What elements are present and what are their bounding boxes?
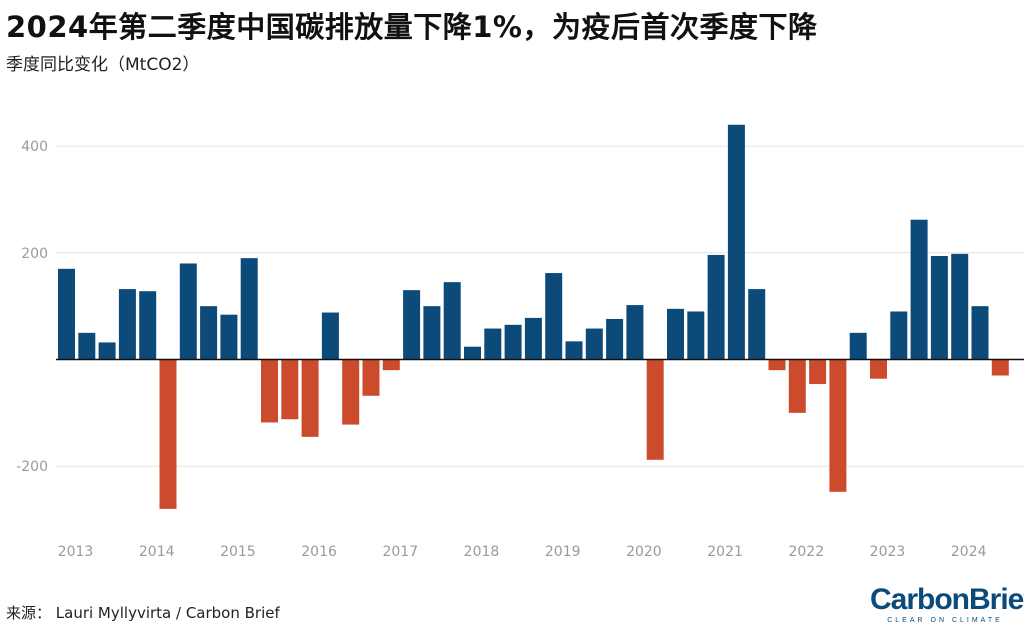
bar: [768, 359, 786, 371]
bar: [464, 346, 481, 360]
bar: [727, 124, 745, 360]
x-tick-label: 2018: [464, 544, 500, 560]
bar: [585, 328, 603, 360]
logo-wordmark: CarbonBrief: [870, 583, 1024, 616]
bar: [423, 306, 441, 360]
bar: [139, 291, 157, 360]
bar: [687, 311, 705, 360]
x-tick-label: 2019: [545, 544, 581, 560]
bars: [58, 124, 1009, 509]
bar: [261, 359, 278, 423]
bar: [281, 359, 299, 420]
bar: [890, 311, 908, 360]
bar: [829, 359, 847, 492]
bar: [870, 359, 887, 379]
bar: [200, 306, 218, 360]
bar: [930, 256, 948, 360]
x-tick-label: 2024: [951, 544, 987, 560]
x-tick-label: 2016: [301, 544, 337, 560]
y-tick-label: -200: [16, 459, 48, 475]
logo-tagline: CLEAR ON CLIMATE: [887, 617, 1003, 624]
bar: [403, 290, 421, 360]
bar: [606, 318, 624, 360]
bar: [971, 306, 989, 360]
x-tick-label: 2022: [788, 544, 824, 560]
bar: [484, 328, 502, 360]
bar: [58, 268, 75, 360]
x-tick-label: 2023: [870, 544, 906, 560]
bar: [565, 341, 583, 360]
bar: [159, 359, 177, 509]
y-axis-ticks: -200 200 400: [16, 139, 48, 475]
x-axis-ticks: 2013 2014 2015 2016 2017 2018 2019 2020 2021 2022…: [58, 544, 987, 560]
carbonbrief-logo: CarbonBrief CLEAR ON CLIMATE: [870, 583, 1024, 625]
x-tick-label: 2017: [382, 544, 418, 560]
bar: [748, 289, 766, 360]
bar: [951, 253, 969, 360]
bar: [788, 359, 806, 413]
bar: [504, 324, 522, 360]
bar: [382, 359, 400, 371]
bar: [626, 305, 644, 360]
bar: [240, 258, 258, 360]
y-tick-label: 400: [21, 139, 48, 155]
chart-title: 2024年第二季度中国碳排放量下降1%，为疫后首次季度下降: [6, 10, 818, 44]
bar: [342, 359, 360, 425]
bar: [646, 359, 664, 460]
bar: [301, 359, 319, 437]
x-tick-label: 2015: [220, 544, 256, 560]
x-tick-label: 2021: [707, 544, 743, 560]
bar: [362, 359, 380, 396]
y-tick-label: 200: [21, 246, 48, 262]
source-note: 来源： Lauri Myllyvirta / Carbon Brief: [6, 604, 280, 622]
bar: [545, 273, 563, 360]
x-tick-label: 2020: [626, 544, 662, 560]
bar: [707, 254, 725, 360]
bar: [98, 342, 116, 360]
bar: [910, 219, 928, 360]
chart-subtitle: 季度同比变化（MtCO2）: [6, 55, 200, 75]
bar: [179, 263, 197, 360]
bar: [118, 289, 136, 360]
bar: [443, 282, 461, 360]
bar: [321, 312, 339, 360]
x-tick-label: 2013: [58, 544, 94, 560]
bar: [667, 308, 684, 360]
bar: [78, 332, 96, 360]
gridlines: [56, 145, 1024, 467]
bar: [849, 332, 867, 360]
x-tick-label: 2014: [139, 544, 175, 560]
bar: [524, 317, 542, 360]
bar: [991, 359, 1009, 376]
bar: [220, 314, 238, 360]
bar: [809, 359, 827, 385]
